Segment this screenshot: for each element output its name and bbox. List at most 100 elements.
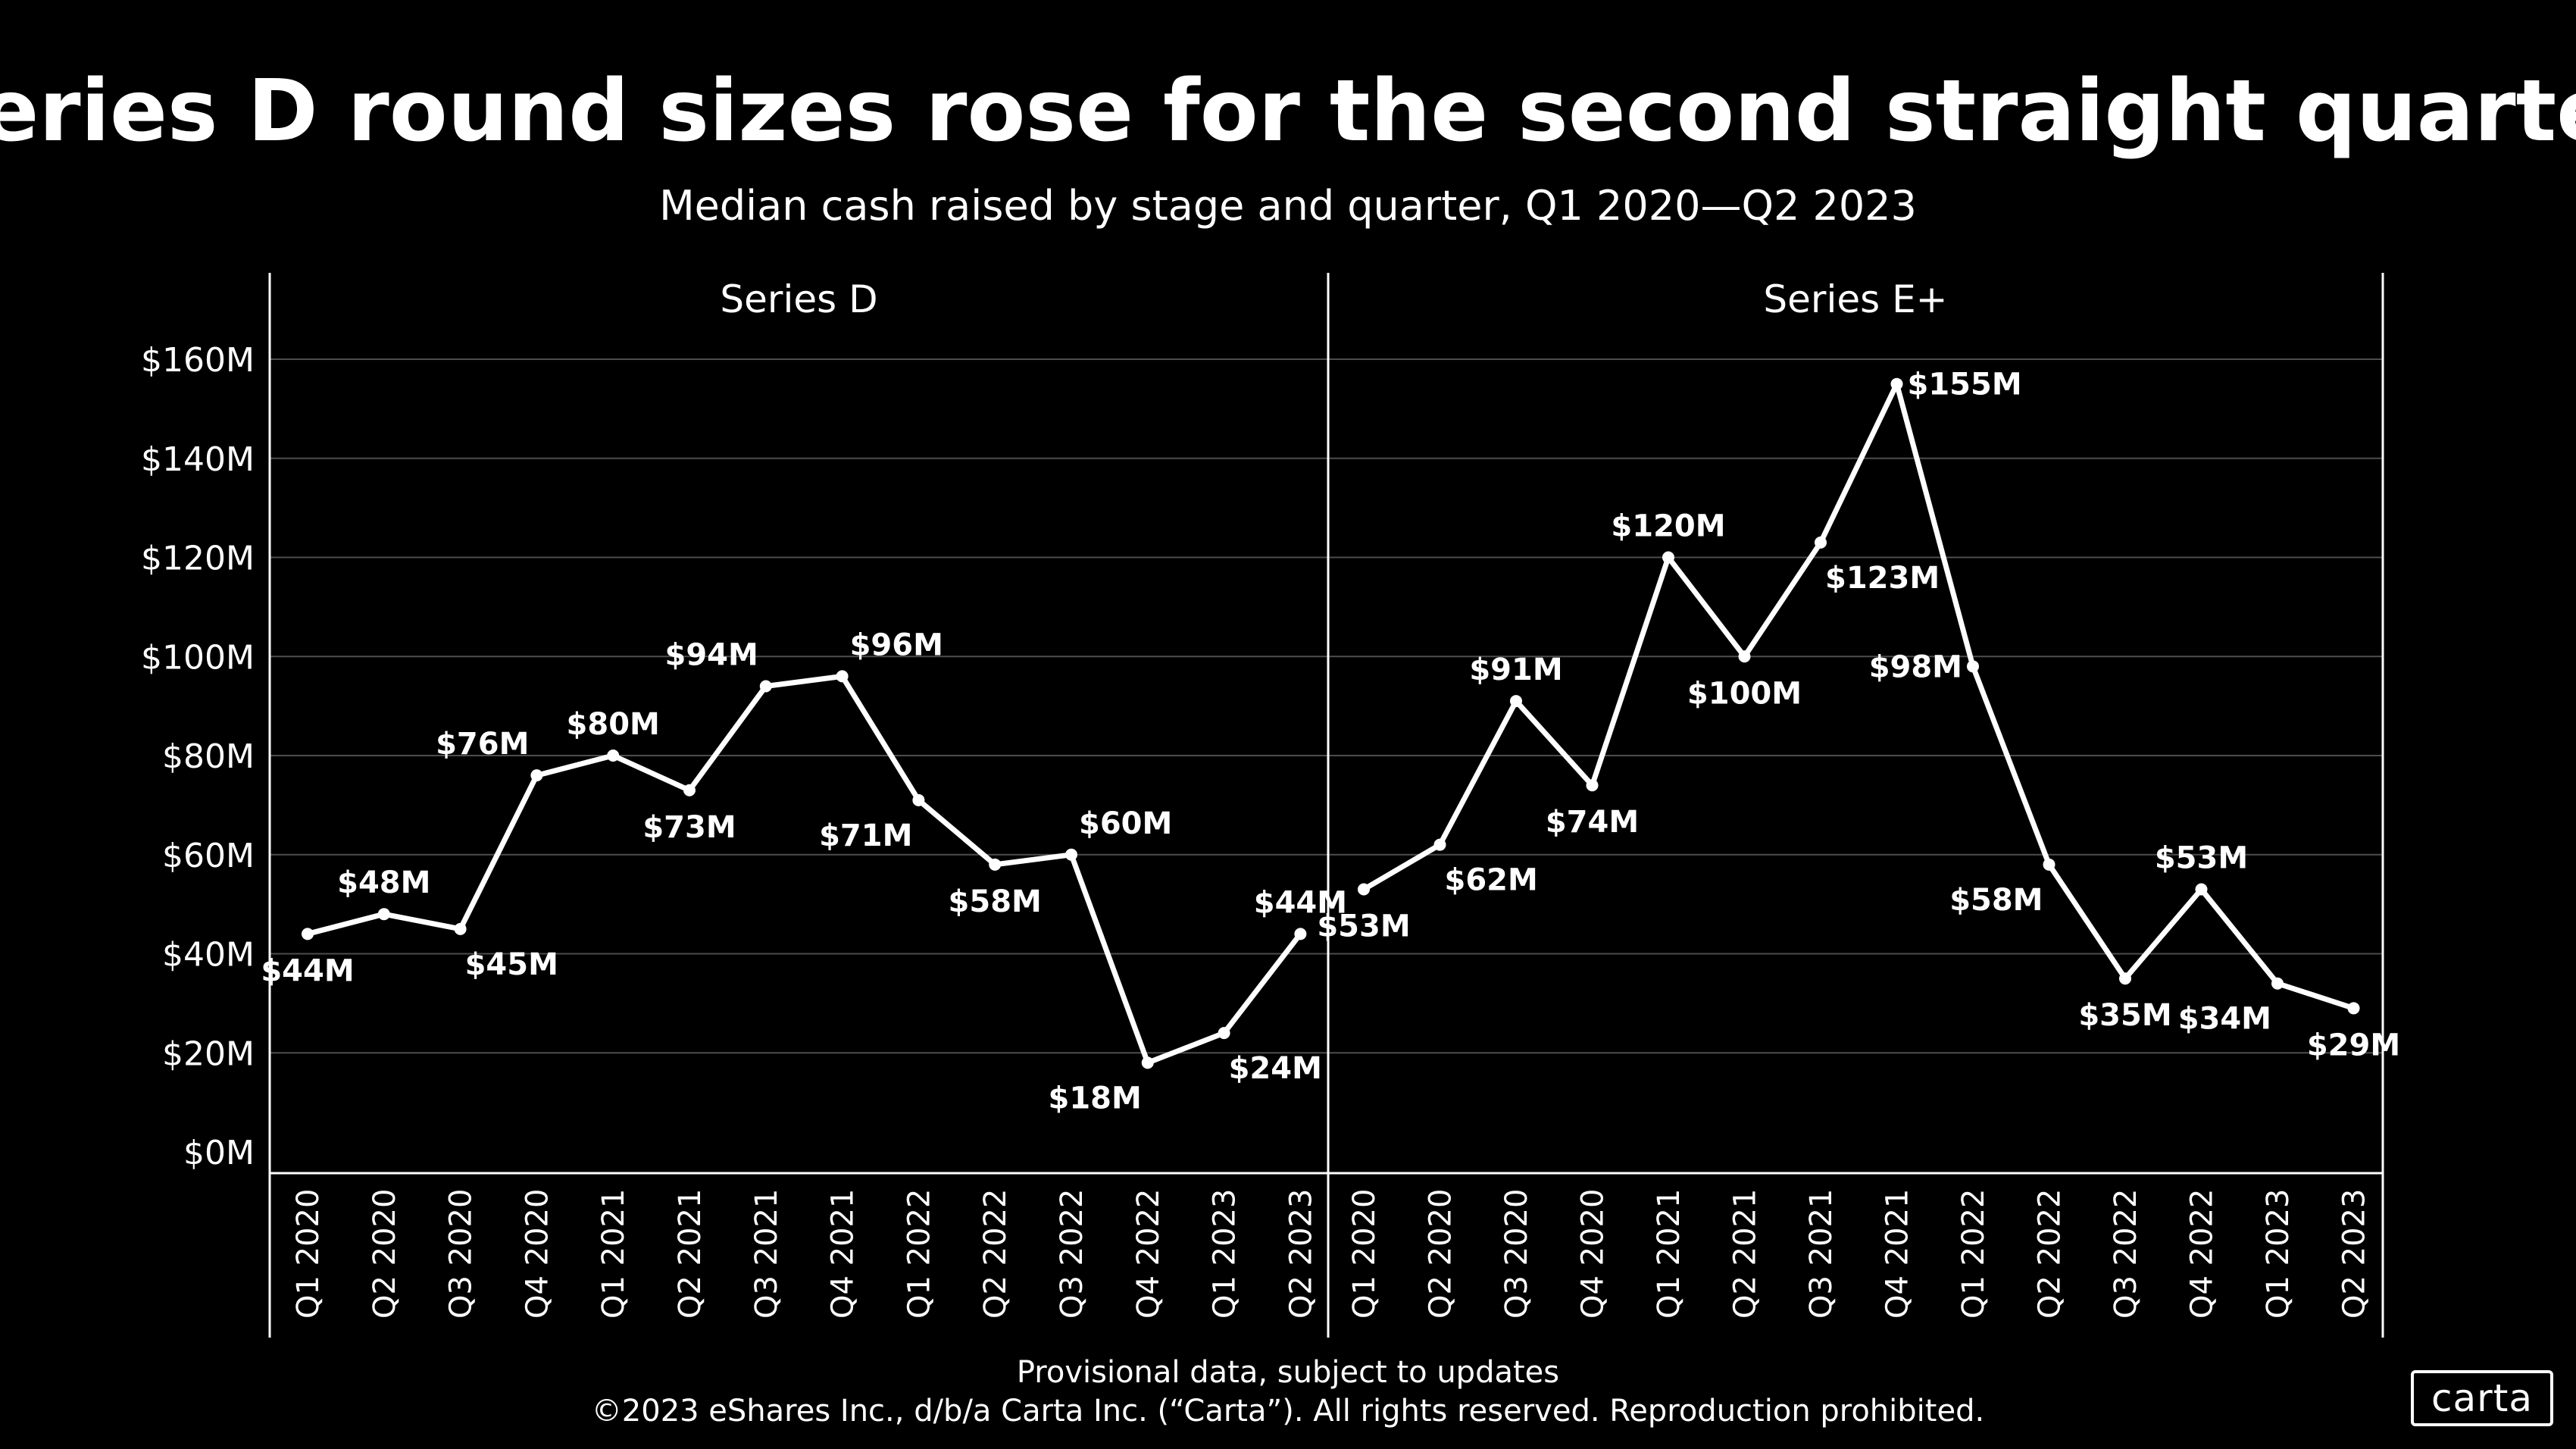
x-tick-label-series-e: Q1 2021 (1652, 1189, 1687, 1319)
x-tick-label-series-d: Q4 2022 (1131, 1189, 1166, 1319)
data-point-series-e (1358, 883, 1370, 896)
data-point-series-e (1815, 536, 1827, 549)
data-point-series-d (530, 769, 543, 782)
data-point-series-e (1967, 660, 1979, 673)
x-tick-label-series-e: Q2 2022 (2033, 1189, 2068, 1319)
panel-title-series-e: Series E+ (1763, 277, 1947, 321)
data-label-series-d: $58M (949, 884, 1042, 919)
data-label-series-d: $94M (664, 637, 758, 672)
data-point-series-e (2043, 858, 2055, 871)
y-tick-label: $20M (162, 1034, 255, 1073)
data-label-series-d: $45M (465, 947, 558, 982)
data-label-series-d: $24M (1229, 1051, 1322, 1086)
logo-text: carta (2431, 1376, 2533, 1420)
data-point-series-e (1890, 377, 1903, 390)
data-point-series-d (989, 858, 1002, 871)
x-tick-label-series-d: Q2 2020 (367, 1189, 402, 1319)
data-point-series-d (1065, 848, 1077, 861)
data-label-series-e: $91M (1469, 653, 1562, 687)
data-point-series-e (2347, 1002, 2360, 1015)
data-point-series-e (2195, 883, 2208, 896)
y-tick-label: $0M (183, 1134, 255, 1172)
data-point-series-d (302, 928, 314, 940)
data-label-series-d: $48M (337, 865, 430, 900)
data-label-series-d: $76M (436, 727, 529, 762)
x-tick-label-series-e: Q2 2021 (1728, 1189, 1763, 1319)
data-label-series-e: $34M (2178, 1002, 2271, 1037)
data-label-series-d: $80M (567, 707, 660, 742)
data-label-series-e: $155M (1908, 368, 2022, 402)
data-point-series-d (454, 922, 467, 935)
y-tick-label: $140M (141, 440, 255, 479)
y-tick-label: $160M (141, 341, 255, 380)
x-tick-label-series-e: Q1 2023 (2261, 1189, 2296, 1319)
data-label-series-e: $35M (2078, 998, 2171, 1033)
data-label-series-d: $44M (1254, 885, 1347, 920)
x-tick-label-series-e: Q2 2020 (1424, 1189, 1458, 1319)
data-point-series-d (607, 750, 620, 762)
data-point-series-d (1141, 1056, 1154, 1069)
x-tick-label-series-e: Q3 2021 (1804, 1189, 1839, 1319)
x-tick-label-series-e: Q3 2020 (1499, 1189, 1534, 1319)
data-point-series-e (1433, 838, 1446, 851)
x-tick-label-series-d: Q4 2021 (826, 1189, 861, 1319)
series-line-series-e (1361, 381, 2356, 1011)
data-label-series-d: $44M (261, 953, 354, 988)
data-point-series-e (2119, 972, 2131, 985)
data-label-series-e: $74M (1546, 805, 1639, 840)
data-label-series-d: $60M (1079, 806, 1172, 841)
x-tick-label-series-d: Q4 2020 (520, 1189, 555, 1319)
x-tick-label-series-d: Q3 2020 (444, 1189, 479, 1319)
x-tick-label-series-e: Q4 2021 (1880, 1189, 1915, 1319)
data-label-series-d: $71M (819, 818, 912, 853)
data-point-series-d (759, 680, 772, 693)
data-label-series-d: $18M (1048, 1081, 1141, 1116)
data-label-series-d: $96M (850, 627, 943, 662)
y-tick-label: $100M (141, 638, 255, 677)
data-label-series-e: $100M (1687, 676, 1802, 711)
data-point-series-d (912, 793, 925, 806)
x-tick-label-series-d: Q1 2022 (902, 1189, 936, 1319)
data-point-series-d (1218, 1027, 1230, 1040)
data-point-series-e (1510, 695, 1522, 708)
footer-copyright: ©2023 eShares Inc., d/b/a Carta Inc. (“C… (592, 1394, 1984, 1429)
x-tick-label-series-d: Q3 2021 (749, 1189, 784, 1319)
x-tick-label-series-e: Q1 2020 (1347, 1189, 1382, 1319)
x-tick-label-series-e: Q1 2022 (1956, 1189, 1991, 1319)
data-label-series-e: $123M (1825, 561, 1940, 596)
x-tick-label-series-d: Q3 2022 (1055, 1189, 1089, 1319)
data-label-series-e: $29M (2307, 1028, 2400, 1062)
data-label-series-e: $53M (1317, 909, 1410, 944)
x-tick-label-series-d: Q2 2022 (978, 1189, 1013, 1319)
x-tick-label-series-e: Q4 2020 (1576, 1189, 1611, 1319)
y-tick-label: $120M (141, 540, 255, 578)
panel-title-series-d: Series D (720, 277, 877, 321)
data-point-series-d (683, 784, 696, 796)
data-point-series-d (1294, 928, 1307, 940)
chart-subtitle: Median cash raised by stage and quarter,… (659, 182, 1917, 230)
data-point-series-e (1738, 650, 1751, 663)
data-label-series-e: $98M (1869, 649, 1962, 684)
x-tick-label-series-d: Q1 2020 (291, 1189, 326, 1319)
data-label-series-e: $120M (1611, 509, 1725, 544)
y-tick-label: $80M (162, 737, 255, 776)
data-point-series-d (836, 670, 849, 683)
footer-note: Provisional data, subject to updates (1017, 1355, 1559, 1390)
data-label-series-e: $53M (2155, 841, 2248, 876)
x-tick-label-series-e: Q2 2023 (2337, 1189, 2372, 1319)
data-label-series-e: $62M (1445, 863, 1538, 898)
x-tick-label-series-d: Q1 2021 (596, 1189, 631, 1319)
data-point-series-e (1662, 551, 1674, 564)
data-point-series-e (1586, 779, 1599, 792)
x-tick-label-series-d: Q2 2021 (673, 1189, 708, 1319)
chart-title: Series D round sizes rose for the second… (0, 62, 2576, 161)
y-tick-label: $40M (162, 936, 255, 975)
data-label-series-e: $58M (1949, 883, 2043, 918)
x-tick-label-series-e: Q3 2022 (2109, 1189, 2143, 1319)
x-tick-label-series-d: Q2 2023 (1283, 1189, 1318, 1319)
plot-area: $0M $20M $40M $60M $80M $100M $120M $140M $160M S… (141, 273, 2400, 1338)
data-point-series-d (377, 908, 390, 921)
x-tick-label-series-e: Q4 2022 (2185, 1189, 2220, 1319)
series-line-series-d (305, 673, 1303, 1066)
